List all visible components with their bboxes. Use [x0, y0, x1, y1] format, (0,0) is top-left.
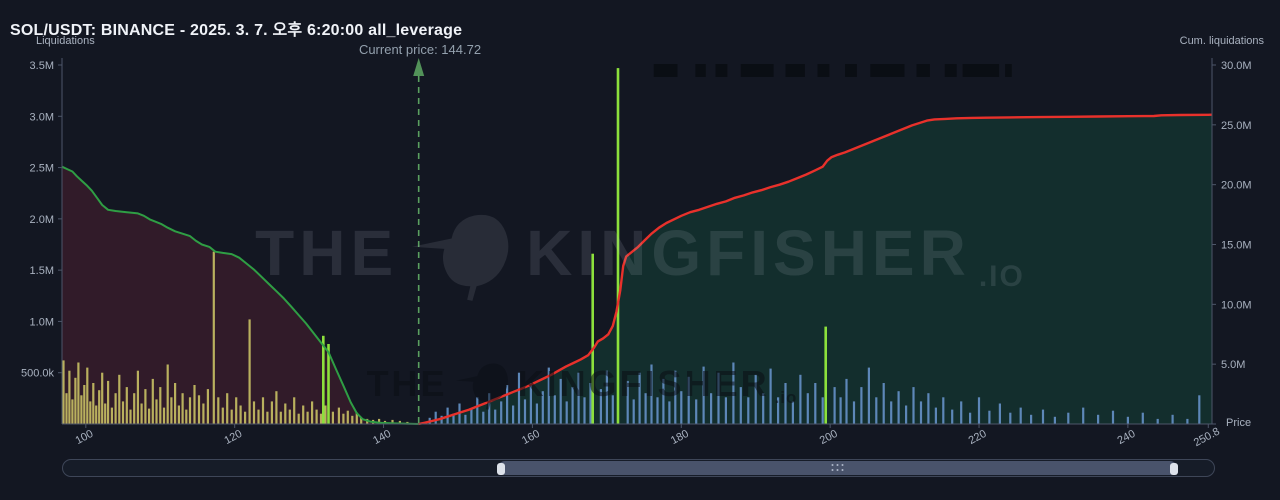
x-tick-label: 240: [1116, 428, 1138, 447]
x-tick-label: 250.8: [1192, 426, 1222, 450]
y-right-tick-label: 20.0M: [1221, 180, 1252, 192]
y-left-tick-label: 500.0k: [21, 368, 55, 380]
chart-scrollbar-track[interactable]: [62, 459, 1215, 477]
current-price-label: Current price: 144.72: [358, 42, 482, 57]
current-price-arrow-up-icon: [413, 58, 425, 76]
chart-scrollbar-thumb[interactable]: [497, 461, 1179, 475]
short-liquidation-bars: [62, 251, 409, 424]
cumulative-short-liquidations-line: [61, 165, 419, 425]
y-right-tick-label: 5.0M: [1221, 359, 1245, 371]
y-left-tick-label: 2.5M: [30, 163, 54, 175]
scrollbar-right-handle[interactable]: [1170, 463, 1179, 475]
y-left-tick-label: 2.0M: [30, 214, 54, 226]
liquidation-chart-plot[interactable]: 3.5M 3.0M 2.5M 2.0M 1.5M 1.0M 500.0k 30.0M 25.0M…: [0, 0, 1280, 455]
axes-lines: [61, 58, 1216, 425]
right-axis-title: Cum. liquidations: [1179, 35, 1264, 47]
y-left-tick-label: 3.5M: [30, 60, 54, 72]
x-tick-label: 180: [669, 428, 691, 447]
y-left-tick-label: 3.0M: [30, 111, 54, 123]
left-axis-title: Liquidations: [36, 35, 95, 47]
y-right-tick-label: 10.0M: [1221, 299, 1252, 311]
x-tick-label: 200: [818, 428, 840, 447]
x-tick-label: 140: [371, 428, 393, 447]
chart-title: SOL/USDT: BINANCE - 2025. 3. 7. 오후 6:20:…: [10, 22, 463, 39]
long-liquidation-bars: [428, 362, 1201, 424]
cumulative-long-liquidations-area: [418, 114, 1212, 424]
y-left-tick-label: 1.0M: [30, 316, 54, 328]
x-tick-label: 160: [520, 428, 542, 447]
x-axis-title: Price: [1226, 417, 1252, 429]
scrollbar-grip-icon: [831, 464, 844, 472]
x-tick-label: 120: [222, 428, 244, 447]
cumulative-long-liquidations-line: [418, 113, 1213, 426]
x-tick-label: 220: [967, 428, 989, 447]
x-tick-label: 100: [73, 428, 95, 447]
y-right-tick-label: 15.0M: [1221, 240, 1252, 252]
y-right-tick-label: 30.0M: [1221, 60, 1252, 72]
scrollbar-left-handle[interactable]: [497, 463, 506, 475]
cumulative-short-liquidations-area: [62, 166, 419, 424]
y-left-tick-label: 1.5M: [30, 265, 54, 277]
y-right-tick-label: 25.0M: [1221, 120, 1252, 132]
top-dark-marks: [653, 64, 1012, 77]
highlighted-liquidation-bars: [322, 68, 827, 424]
